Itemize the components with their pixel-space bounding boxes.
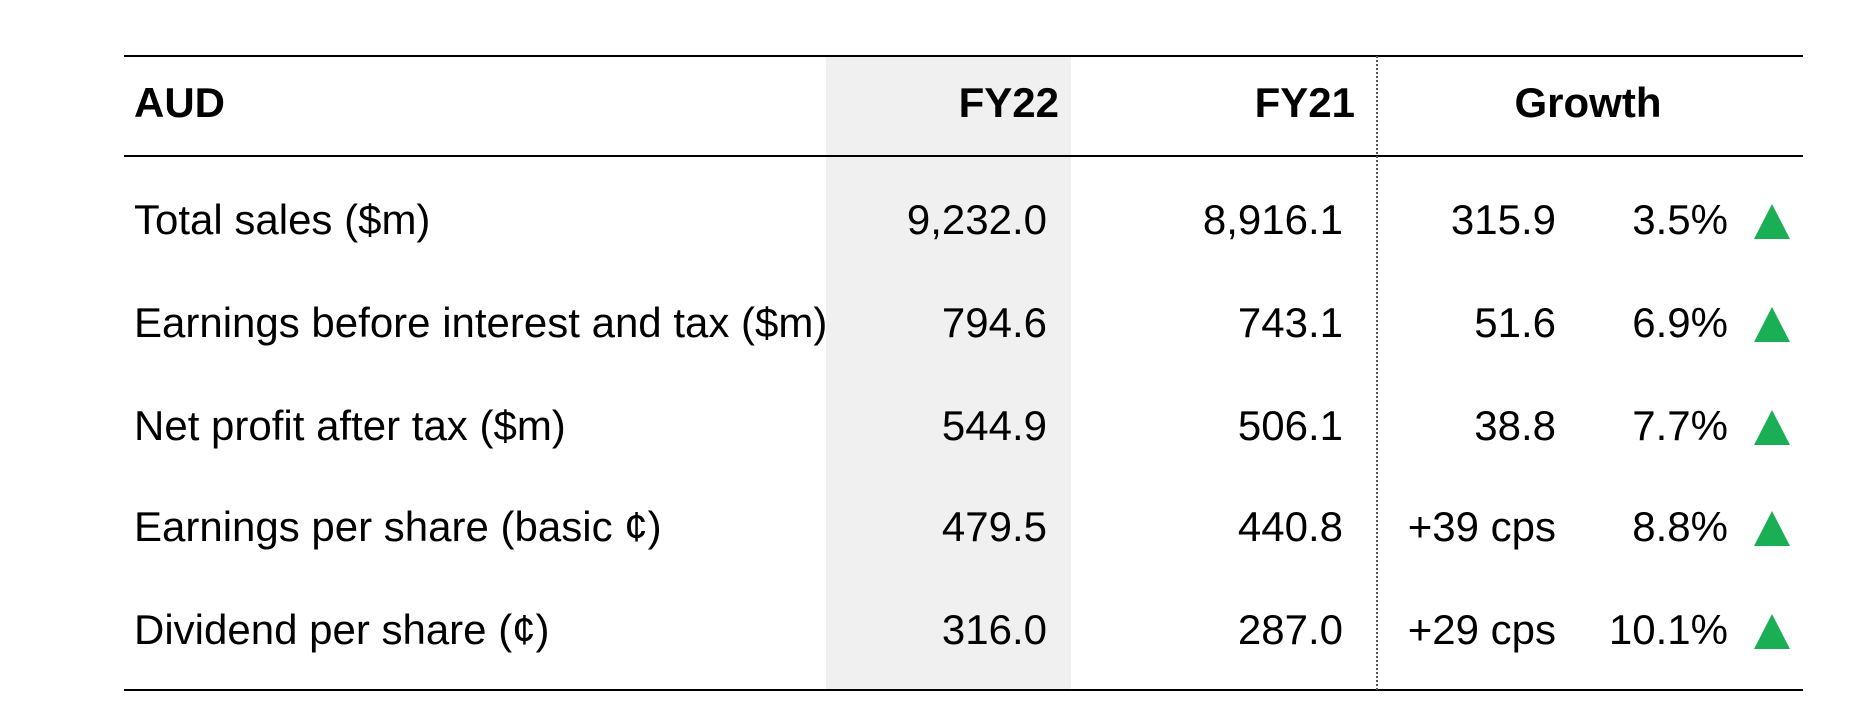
fy22-value: 9,232.0 bbox=[907, 196, 1047, 243]
row-label: Earnings before interest and tax ($m) bbox=[134, 299, 827, 346]
growth-percent: 6.9% bbox=[1632, 299, 1728, 346]
fy21-value: 440.8 bbox=[1238, 503, 1343, 550]
fy22-value: 479.5 bbox=[942, 503, 1047, 550]
growth-value: 315.9 bbox=[1451, 196, 1556, 243]
growth-percent: 10.1% bbox=[1609, 606, 1728, 653]
highlight-column bbox=[826, 57, 1071, 690]
header-cell: FY21 bbox=[1255, 79, 1355, 126]
growth-percent: 8.8% bbox=[1632, 503, 1728, 550]
growth-value: +39 cps bbox=[1408, 503, 1556, 550]
growth-value: +29 cps bbox=[1408, 606, 1556, 653]
up-arrow-icon bbox=[1754, 410, 1790, 445]
growth-percent: 3.5% bbox=[1632, 196, 1728, 243]
fy22-value: 794.6 bbox=[942, 299, 1047, 346]
fy21-value: 287.0 bbox=[1238, 606, 1343, 653]
row-label: Total sales ($m) bbox=[134, 196, 430, 243]
growth-value: 51.6 bbox=[1474, 299, 1556, 346]
row-label: Dividend per share (¢) bbox=[134, 606, 550, 653]
fy21-value: 8,916.1 bbox=[1203, 196, 1343, 243]
growth-value: 38.8 bbox=[1474, 402, 1556, 449]
growth-percent: 7.7% bbox=[1632, 402, 1728, 449]
up-arrow-icon bbox=[1754, 511, 1790, 546]
header-cell: FY22 bbox=[959, 79, 1059, 126]
row-label: Net profit after tax ($m) bbox=[134, 402, 566, 449]
fy21-value: 743.1 bbox=[1238, 299, 1343, 346]
fy22-value: 544.9 bbox=[942, 402, 1047, 449]
up-arrow-icon bbox=[1754, 614, 1790, 649]
row-label: Earnings per share (basic ¢) bbox=[134, 503, 662, 550]
fy22-value: 316.0 bbox=[942, 606, 1047, 653]
header-cell: AUD bbox=[134, 79, 225, 126]
header-cell: Growth bbox=[1515, 79, 1662, 126]
up-arrow-icon bbox=[1754, 307, 1790, 342]
fy21-value: 506.1 bbox=[1238, 402, 1343, 449]
up-arrow-icon bbox=[1754, 204, 1790, 239]
